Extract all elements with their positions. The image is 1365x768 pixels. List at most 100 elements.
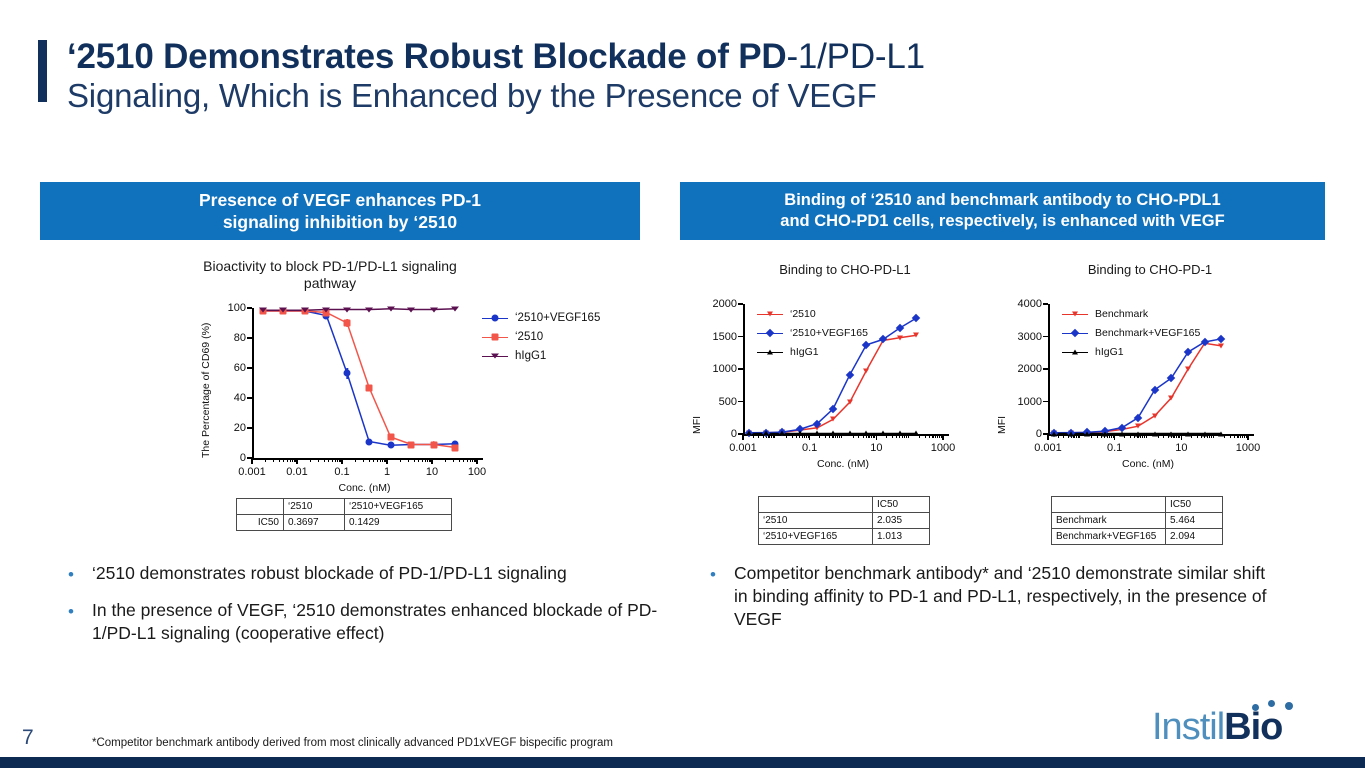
x-tick-label: 0.1 <box>1107 442 1123 454</box>
x-minor-tick <box>1245 434 1248 438</box>
x-minor-tick <box>1240 434 1242 438</box>
x-tick <box>1180 434 1183 440</box>
x-minor-tick <box>1244 434 1246 438</box>
y-tick-label: 20 <box>233 422 246 434</box>
data-point-triangle-up <box>1168 431 1175 436</box>
x-minor-tick <box>376 458 378 462</box>
table-cell: ‘2510 <box>758 512 873 529</box>
x-minor-tick <box>1063 434 1065 438</box>
y-tick-label: 2000 <box>1017 363 1042 375</box>
x-minor-tick <box>427 458 429 462</box>
table-row: IC50 0.3697 0.1429 <box>236 514 452 531</box>
data-point-diamond <box>1167 373 1176 383</box>
y-axis-label: MFI <box>691 415 703 434</box>
right-bullet-list: • Competitor benchmark antibody* and ‘251… <box>710 562 1270 645</box>
data-point-triangle-up <box>1185 431 1192 436</box>
x-minor-tick <box>413 458 415 462</box>
x-minor-tick <box>323 458 325 462</box>
instilbio-logo: InstilBio <box>1152 700 1342 752</box>
x-tick-label: 0.001 <box>1034 442 1062 454</box>
data-point-triangle-up <box>896 430 903 436</box>
y-tick <box>1043 303 1048 305</box>
x-minor-tick <box>1177 434 1179 438</box>
data-point-square <box>491 333 499 341</box>
data-point-diamond <box>1070 328 1080 338</box>
y-axis-line <box>252 308 254 458</box>
legend-marker <box>757 328 783 338</box>
x-minor-tick <box>1130 434 1132 438</box>
data-point-diamond <box>845 370 855 380</box>
x-minor-tick <box>289 458 291 462</box>
x-minor-tick <box>384 458 386 462</box>
y-tick <box>738 400 743 403</box>
data-point-triangle-down <box>386 306 395 312</box>
x-minor-tick <box>840 434 843 438</box>
x-axis-label: Conc. (nM) <box>1122 458 1174 470</box>
y-tick <box>738 335 743 338</box>
table-row: ‘2510+VEGF165 1.013 <box>758 528 930 545</box>
x-minor-tick <box>421 458 423 462</box>
x-tick <box>875 434 878 440</box>
x-tick-label: 10 <box>870 442 883 454</box>
legend-marker <box>1062 309 1088 319</box>
y-tick <box>738 433 743 435</box>
x-minor-tick <box>317 458 320 462</box>
table-cell: ‘2510+VEGF165 <box>758 528 873 545</box>
data-point-triangle-up <box>1119 431 1126 436</box>
x-minor-tick <box>805 434 808 438</box>
title-line-1: ‘2510 Demonstrates Robust Blockade of PD… <box>67 36 925 77</box>
data-point-triangle-up <box>767 349 773 355</box>
x-minor-tick <box>382 458 384 462</box>
x-minor-tick <box>895 434 897 438</box>
series-line <box>263 310 456 449</box>
legend-label: ‘2510 <box>790 308 816 320</box>
x-minor-tick <box>870 434 872 438</box>
chart-legend: Benchmark Benchmark+VEGF165 hIgG1 <box>1062 308 1200 365</box>
data-point-triangle-down <box>491 353 499 359</box>
legend-marker <box>1062 328 1088 338</box>
x-tick <box>476 458 478 464</box>
x-minor-tick <box>858 434 860 438</box>
x-minor-tick <box>1163 434 1165 438</box>
data-point-triangle-up <box>763 430 770 436</box>
data-point-triangle-down <box>1134 423 1141 429</box>
x-minor-tick <box>1067 434 1069 438</box>
legend-label: Benchmark+VEGF165 <box>1095 327 1201 339</box>
data-point-triangle-down <box>1185 366 1192 372</box>
chart-title: Binding to CHO-PD-L1 <box>779 262 911 277</box>
left-panel-header-line2: signaling inhibition by ‘2510 <box>222 212 458 232</box>
x-minor-tick <box>1230 434 1232 438</box>
x-minor-tick <box>282 458 285 462</box>
x-minor-tick <box>1134 434 1136 438</box>
x-minor-tick <box>937 434 939 438</box>
x-tick-label: 1000 <box>1235 442 1261 454</box>
left-panel-header: Presence of VEGF enhances PD-1 signaling … <box>40 182 640 240</box>
legend-item: ‘2510+VEGF165 <box>757 327 868 339</box>
x-minor-tick <box>1196 434 1198 438</box>
data-point-triangle-up <box>863 430 870 436</box>
ic50-table-bioactivity: ‘2510 ‘2510+VEGF165 IC50 0.3697 0.1429 <box>236 498 452 531</box>
x-minor-tick <box>362 458 365 462</box>
data-point-triangle-down <box>429 307 438 312</box>
legend-marker <box>482 332 508 342</box>
y-tick-label: 1000 <box>1017 395 1042 408</box>
x-minor-tick <box>774 434 776 438</box>
x-minor-tick <box>417 458 420 462</box>
data-point-triangle-down <box>300 307 309 313</box>
x-tick <box>1247 434 1249 440</box>
y-tick <box>1043 368 1048 370</box>
data-point-square <box>387 433 395 441</box>
legend-item: ‘2510 <box>482 331 600 343</box>
x-tick <box>742 434 744 440</box>
x-minor-tick <box>265 458 267 462</box>
data-point-diamond <box>1217 334 1226 344</box>
x-minor-tick <box>466 458 468 462</box>
x-minor-tick <box>368 458 370 462</box>
table-row: Benchmark 5.464 <box>1051 512 1223 529</box>
data-point-triangle-down <box>846 399 853 405</box>
data-point-triangle-down <box>1218 343 1225 349</box>
data-point-triangle-down <box>913 332 920 338</box>
x-minor-tick <box>885 434 887 438</box>
bullet-marker: • <box>68 565 74 584</box>
x-tick-label: 0.001 <box>729 442 757 454</box>
